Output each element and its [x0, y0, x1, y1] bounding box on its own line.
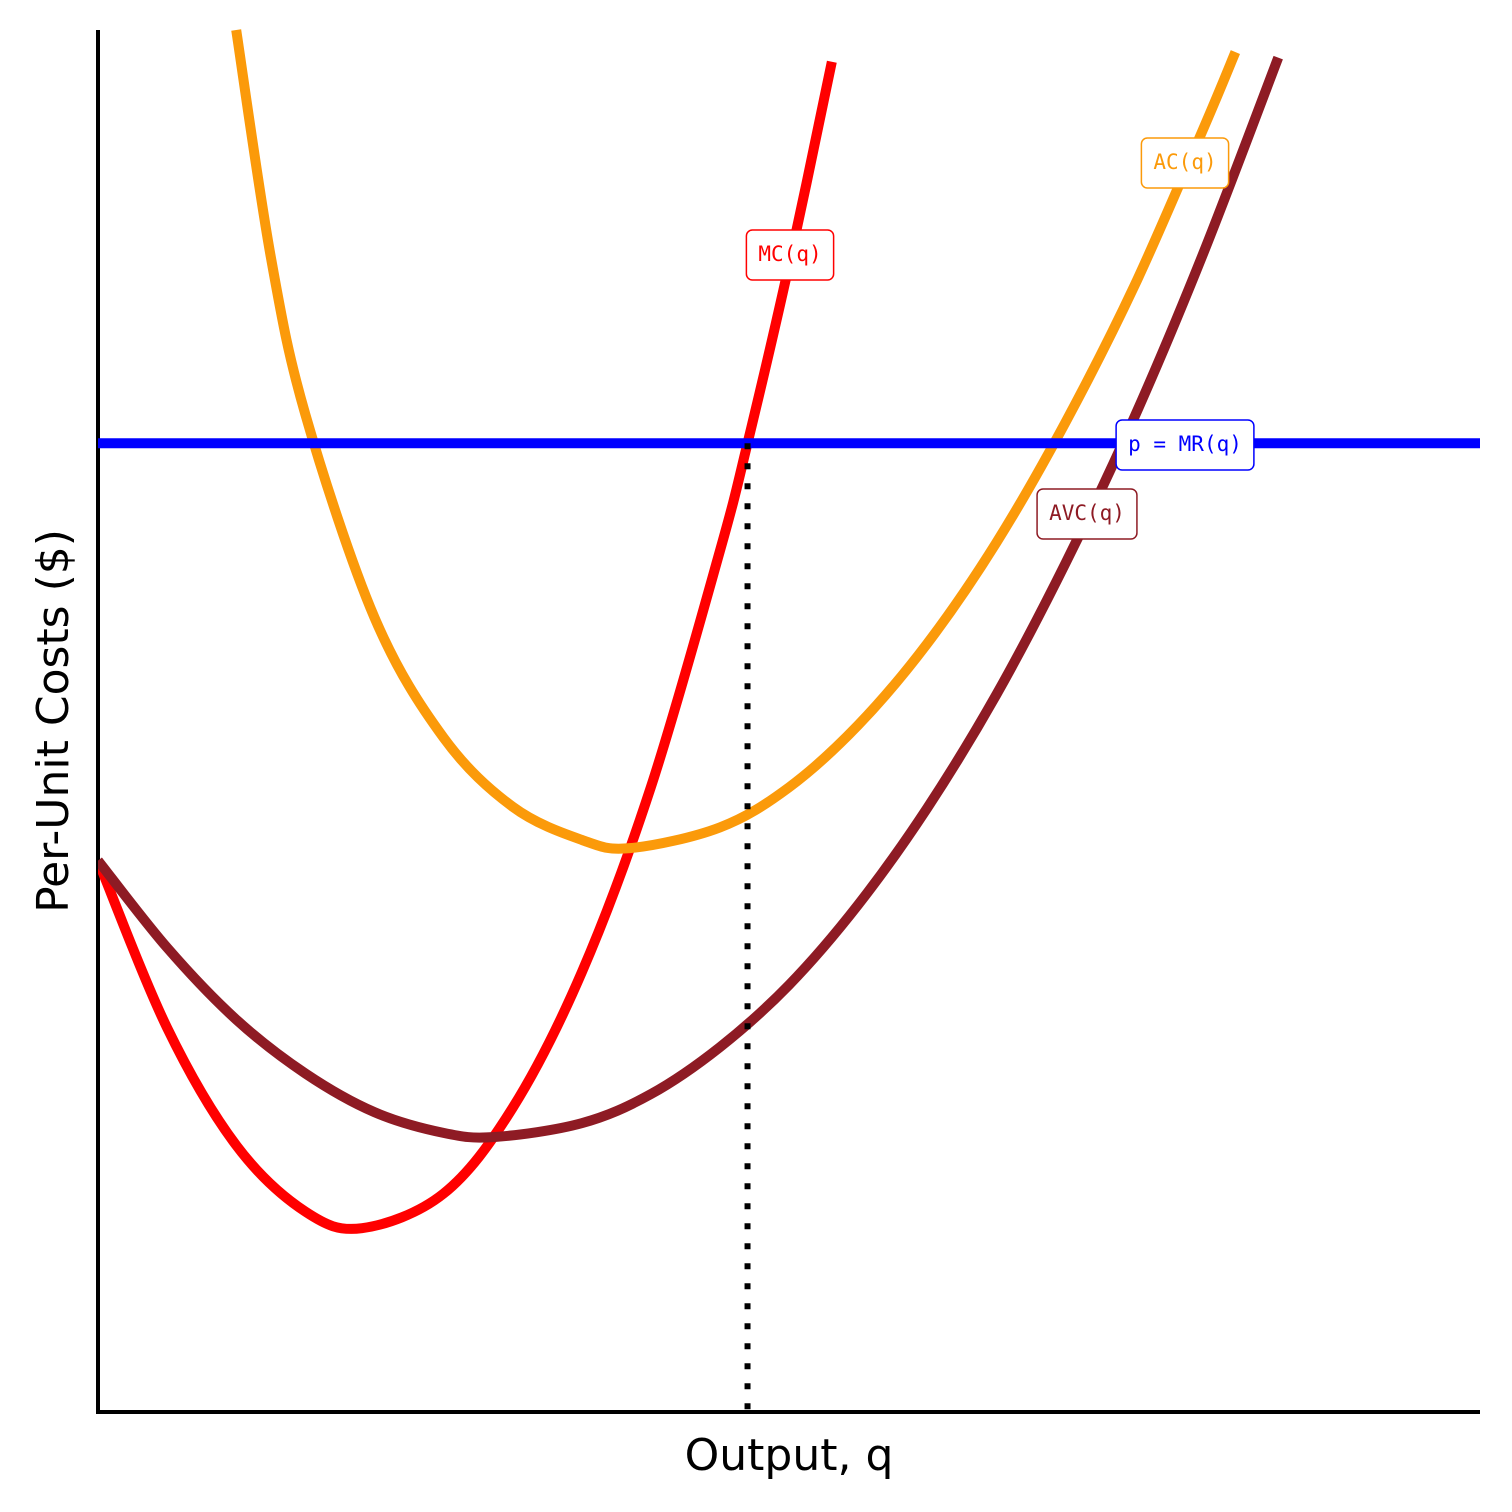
curve-label: AC(q) — [1153, 150, 1216, 174]
y-axis-title: Per-Unit Costs ($) — [28, 529, 79, 913]
curve-label-group: AVC(q) — [1036, 488, 1138, 540]
curve-label-box — [1115, 419, 1255, 471]
curve-label-group: MC(q) — [745, 229, 835, 281]
curve-label-group: AC(q) — [1140, 137, 1230, 189]
curve-label-group: p = MR(q) — [1115, 419, 1255, 471]
series-line — [98, 55, 1283, 1143]
curve-label-box — [745, 229, 835, 281]
curve-label: AVC(q) — [1049, 501, 1125, 525]
series-line — [98, 60, 837, 1234]
x-axis-title: Output, q — [685, 1430, 894, 1481]
curve-label-box — [1140, 137, 1230, 189]
curve-label: p = MR(q) — [1128, 432, 1242, 456]
curve-label-box — [1036, 488, 1138, 540]
curve-label: MC(q) — [758, 242, 821, 266]
